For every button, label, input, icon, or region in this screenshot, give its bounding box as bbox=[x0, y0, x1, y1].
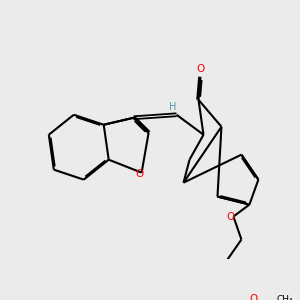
Text: H: H bbox=[169, 103, 176, 112]
Text: O: O bbox=[250, 294, 258, 300]
Text: CH₃: CH₃ bbox=[276, 295, 293, 300]
Text: O: O bbox=[196, 64, 205, 74]
Text: O: O bbox=[135, 169, 143, 179]
Text: O: O bbox=[227, 212, 235, 222]
